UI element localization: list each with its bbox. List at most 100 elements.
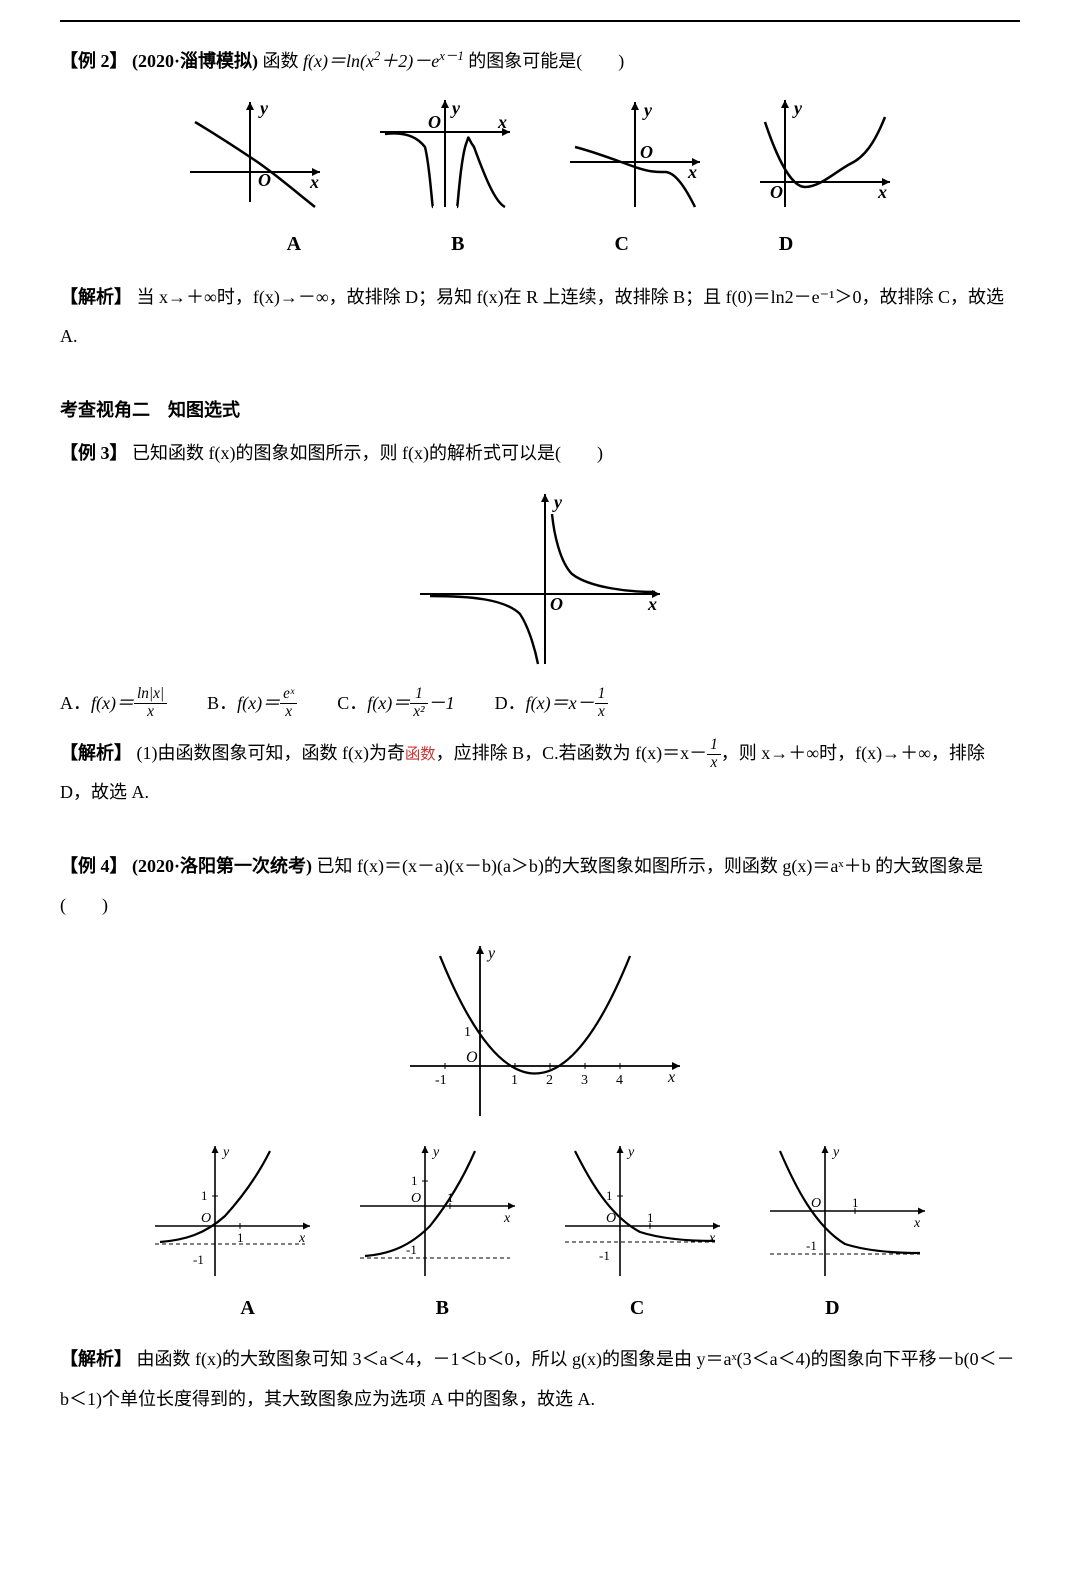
svg-text:1: 1: [464, 1025, 471, 1040]
svg-text:y: y: [486, 945, 496, 962]
ex3-analysis-mid: ，应排除 B，C.若函数为 f(x)＝x－: [436, 743, 708, 763]
svg-text:O: O: [411, 1191, 421, 1206]
ex3-opt-c: C． f(x)＝ 1x² －1: [337, 684, 454, 724]
example2-graphs: O x y O x y O x y O x y: [60, 92, 1020, 212]
example4-analysis: 【解析】 由函数 f(x)的大致图象可知 3＜a＜4，－1＜b＜0，所以 g(x…: [60, 1340, 1020, 1419]
ex3-b-num: eˣ: [280, 686, 297, 704]
svg-text:y: y: [258, 98, 269, 118]
perspective2-title: 考查视角二 知图选式: [60, 391, 1020, 431]
svg-text:x: x: [497, 112, 507, 132]
ex2-opt-a: A: [287, 222, 301, 266]
example4-main-graph: O x y -1 1 2 3 4 1: [60, 936, 1020, 1126]
svg-text:O: O: [770, 182, 783, 202]
example2-pre: 函数: [263, 51, 304, 71]
svg-text:2: 2: [546, 1073, 553, 1088]
graph-ex2-a: O x y: [180, 92, 330, 212]
ex2-opt-d: D: [779, 222, 793, 266]
ex3-b-label: B．: [207, 684, 237, 724]
example3-graph: O x y: [60, 484, 1020, 674]
example3-options: A． f(x)＝ ln|x|x B． f(x)＝ eˣx C． f(x)＝ 1x…: [60, 684, 1020, 724]
example4-source: (2020·洛阳第一次统考): [132, 856, 312, 876]
svg-text:1: 1: [606, 1188, 613, 1203]
svg-text:x: x: [877, 182, 887, 202]
ex4-analysis-label: 【解析】: [60, 1349, 132, 1369]
svg-text:y: y: [792, 98, 803, 118]
ex4-opt-b: B: [436, 1286, 449, 1330]
ex3-d-label: D．: [495, 684, 526, 724]
svg-text:x: x: [687, 162, 697, 182]
svg-text:3: 3: [581, 1073, 588, 1088]
ex3-d-den: x: [595, 704, 609, 721]
svg-text:x: x: [309, 172, 319, 192]
example3-text: 已知函数 f(x)的图象如图所示，则 f(x)的解析式可以是( ): [132, 443, 603, 463]
ex4-opt-d: D: [825, 1286, 839, 1330]
ex2-analysis-text: 当 x→＋∞时，f(x)→－∞，故排除 D；易知 f(x)在 R 上连续，故排除…: [60, 287, 1004, 347]
ex3-a-label: A．: [60, 684, 91, 724]
example2-analysis: 【解析】 当 x→＋∞时，f(x)→－∞，故排除 D；易知 f(x)在 R 上连…: [60, 278, 1020, 357]
svg-text:y: y: [552, 492, 563, 512]
svg-text:1: 1: [852, 1195, 859, 1210]
svg-text:x: x: [913, 1216, 921, 1231]
ex3-opt-b: B． f(x)＝ eˣx: [207, 684, 297, 724]
ex3-analysis-red: 函数: [405, 746, 436, 763]
svg-text:-1: -1: [435, 1073, 447, 1088]
ex4-opt-c: C: [630, 1286, 644, 1330]
example2-stem: 【例 2】 (2020·淄博模拟) 函数 f(x)＝ln(x2＋2)－ex－1 …: [60, 42, 1020, 82]
example2-post: 的图象可能是( ): [468, 51, 624, 71]
svg-text:1: 1: [201, 1188, 208, 1203]
svg-text:1: 1: [647, 1210, 654, 1225]
svg-text:y: y: [626, 1145, 635, 1160]
ex3-d-num: 1: [595, 686, 609, 704]
ex4-analysis-text: 由函数 f(x)的大致图象可知 3＜a＜4，－1＜b＜0，所以 g(x)的图象是…: [60, 1349, 1015, 1409]
ex3-b-pre: f(x)＝: [237, 684, 280, 724]
graph-ex4-d: O x y 1 -1: [760, 1136, 935, 1286]
ex3-c-label: C．: [337, 684, 367, 724]
svg-text:y: y: [221, 1145, 230, 1160]
ex3-c-num: 1: [410, 686, 427, 704]
ex2-analysis-label: 【解析】: [60, 287, 132, 307]
ex3-an-num: 1: [707, 737, 721, 755]
ex2-opt-c: C: [614, 222, 628, 266]
graph-ex4-b: O x y 1 1 -1: [350, 1136, 525, 1286]
top-rule: [60, 20, 1020, 22]
ex3-b-den: x: [280, 704, 297, 721]
ex2-opt-b: B: [451, 222, 464, 266]
svg-text:O: O: [811, 1196, 821, 1211]
svg-text:y: y: [642, 100, 653, 120]
graph-ex4-c: O x y 1 1 -1: [555, 1136, 730, 1286]
svg-text:O: O: [428, 112, 441, 132]
ex3-an-den: x: [707, 755, 721, 772]
svg-text:-1: -1: [806, 1238, 817, 1253]
svg-text:O: O: [550, 594, 563, 614]
ex3-opt-a: A． f(x)＝ ln|x|x: [60, 684, 167, 724]
svg-text:1: 1: [511, 1073, 518, 1088]
example4-stem: 【例 4】 (2020·洛阳第一次统考) 已知 f(x)＝(x－a)(x－b)(…: [60, 847, 1020, 926]
example3-label: 【例 3】: [60, 443, 128, 463]
svg-text:y: y: [831, 1145, 840, 1160]
svg-text:y: y: [431, 1145, 440, 1160]
svg-text:x: x: [667, 1069, 675, 1086]
svg-text:-1: -1: [599, 1248, 610, 1263]
ex3-analysis-label: 【解析】: [60, 743, 132, 763]
example3-analysis: 【解析】 (1)由函数图象可知，函数 f(x)为奇函数，应排除 B，C.若函数为…: [60, 734, 1020, 813]
ex3-analysis-pre: (1)由函数图象可知，函数 f(x)为奇: [137, 743, 405, 763]
example4-option-labels: A B C D: [150, 1286, 930, 1330]
ex3-d-pre: f(x)＝x－: [526, 684, 595, 724]
ex4-opt-a: A: [240, 1286, 254, 1330]
example4-label: 【例 4】: [60, 856, 128, 876]
svg-text:y: y: [450, 98, 461, 118]
svg-text:O: O: [201, 1211, 211, 1226]
ex3-c-den: x²: [410, 704, 427, 721]
example3-stem: 【例 3】 已知函数 f(x)的图象如图所示，则 f(x)的解析式可以是( ): [60, 434, 1020, 474]
ex3-a-den: x: [134, 704, 167, 721]
svg-text:x: x: [708, 1231, 716, 1246]
svg-text:O: O: [258, 170, 271, 190]
ex3-a-pre: f(x)＝: [91, 684, 134, 724]
ex3-a-num: ln|x|: [134, 686, 167, 704]
graph-ex4-a: O x y 1 1 -1: [145, 1136, 320, 1286]
svg-text:x: x: [503, 1211, 511, 1226]
svg-text:x: x: [647, 594, 657, 614]
example2-option-labels: A B C D: [60, 222, 1020, 266]
graph-ex2-b: O x y: [370, 92, 520, 212]
example2-source: (2020·淄博模拟): [132, 51, 258, 71]
